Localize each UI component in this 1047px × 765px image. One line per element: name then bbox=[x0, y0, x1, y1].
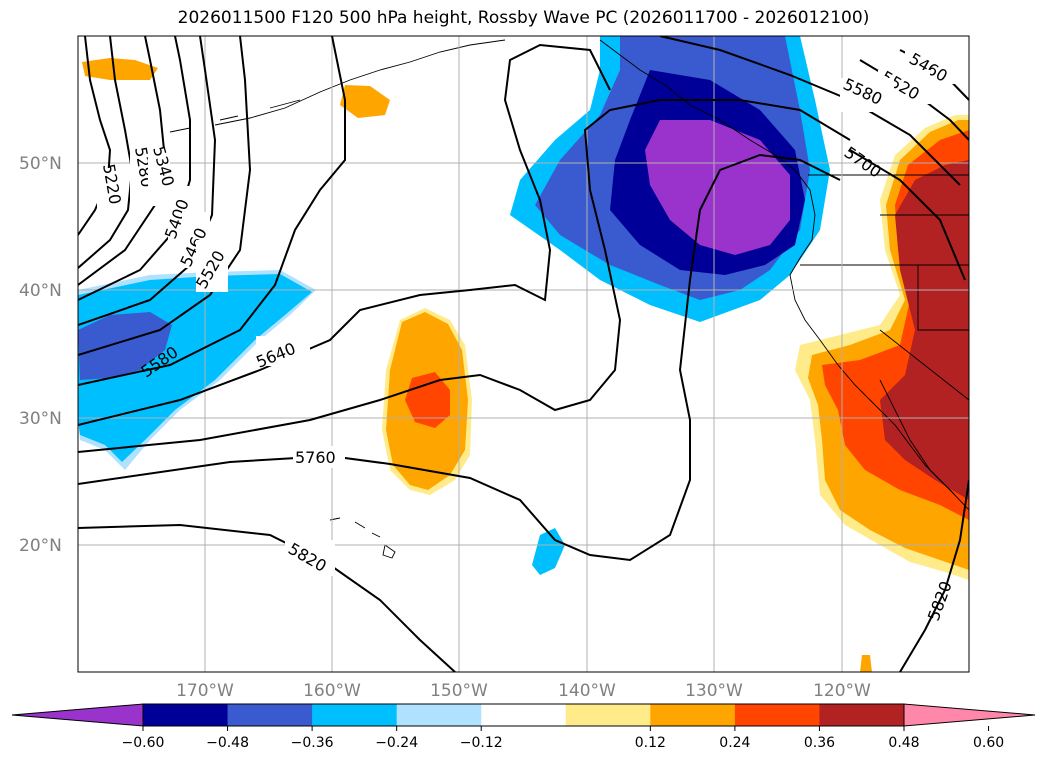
lat-label-40n: 40°N bbox=[19, 281, 62, 301]
lon-label-160w: 160°W bbox=[303, 681, 361, 700]
lat-label-30n: 30°N bbox=[19, 409, 62, 429]
chart-title: 2026011500 F120 500 hPa height, Rossby W… bbox=[177, 8, 870, 28]
colorbar-segment bbox=[819, 704, 905, 726]
colorbar-tick-label: −0.36 bbox=[291, 735, 334, 751]
colorbar-tick-label: 0.48 bbox=[888, 735, 919, 751]
contour-labels: 5220 5280 5340 5400 5460 5520 5580 5640 … bbox=[97, 49, 956, 623]
negative-anomaly-northeast bbox=[510, 36, 830, 322]
contour-label-5760: 5760 bbox=[295, 448, 336, 467]
longitude-labels: 170°W 160°W 150°W 140°W 130°W 120°W bbox=[176, 681, 871, 700]
map-panel: 5220 5280 5340 5400 5460 5520 5580 5640 … bbox=[19, 35, 970, 700]
lon-label-150w: 150°W bbox=[430, 681, 488, 700]
colorbar-tick-label: −0.12 bbox=[460, 735, 503, 751]
colorbar-segment bbox=[565, 704, 651, 726]
coastlines bbox=[169, 39, 969, 559]
colorbar-tick-label: 0.12 bbox=[635, 735, 666, 751]
colorbar-segment bbox=[312, 704, 398, 726]
negative-anomaly-west bbox=[78, 270, 316, 470]
colorbar-extend-high bbox=[903, 703, 1036, 727]
colorbar-tick-label: −0.60 bbox=[122, 735, 165, 751]
map-frame bbox=[77, 35, 970, 673]
colorbar-segment bbox=[481, 704, 567, 726]
colorbar-segment bbox=[227, 704, 313, 726]
lon-label-140w: 140°W bbox=[558, 681, 616, 700]
colorbar-segment bbox=[396, 704, 482, 726]
colorbar-tick-label: −0.24 bbox=[375, 735, 418, 751]
lon-label-170w: 170°W bbox=[176, 681, 234, 700]
lon-label-130w: 130°W bbox=[685, 681, 743, 700]
colorbar-segment bbox=[734, 704, 820, 726]
positive-anomaly-nw2 bbox=[340, 85, 390, 118]
lat-label-20n: 20°N bbox=[19, 536, 62, 556]
colorbar-tick-label: 0.36 bbox=[804, 735, 835, 751]
positive-anomaly-central bbox=[382, 308, 472, 495]
colorbar-tick-label: −0.48 bbox=[206, 735, 249, 751]
colorbar-segment bbox=[143, 704, 229, 726]
colorbar-tick-label: 0.24 bbox=[719, 735, 750, 751]
positive-anomaly-nw1 bbox=[82, 58, 158, 80]
lat-label-50n: 50°N bbox=[19, 154, 62, 174]
colorbar-tick-label: 0.60 bbox=[973, 735, 1004, 751]
colorbar-extend-low bbox=[11, 703, 144, 727]
colorbar-frame bbox=[142, 703, 905, 727]
latitude-labels: 50°N 40°N 30°N 20°N bbox=[19, 154, 62, 556]
lon-label-120w: 120°W bbox=[813, 681, 871, 700]
positive-anomaly-south bbox=[860, 655, 872, 672]
colorbar-segment bbox=[650, 704, 736, 726]
